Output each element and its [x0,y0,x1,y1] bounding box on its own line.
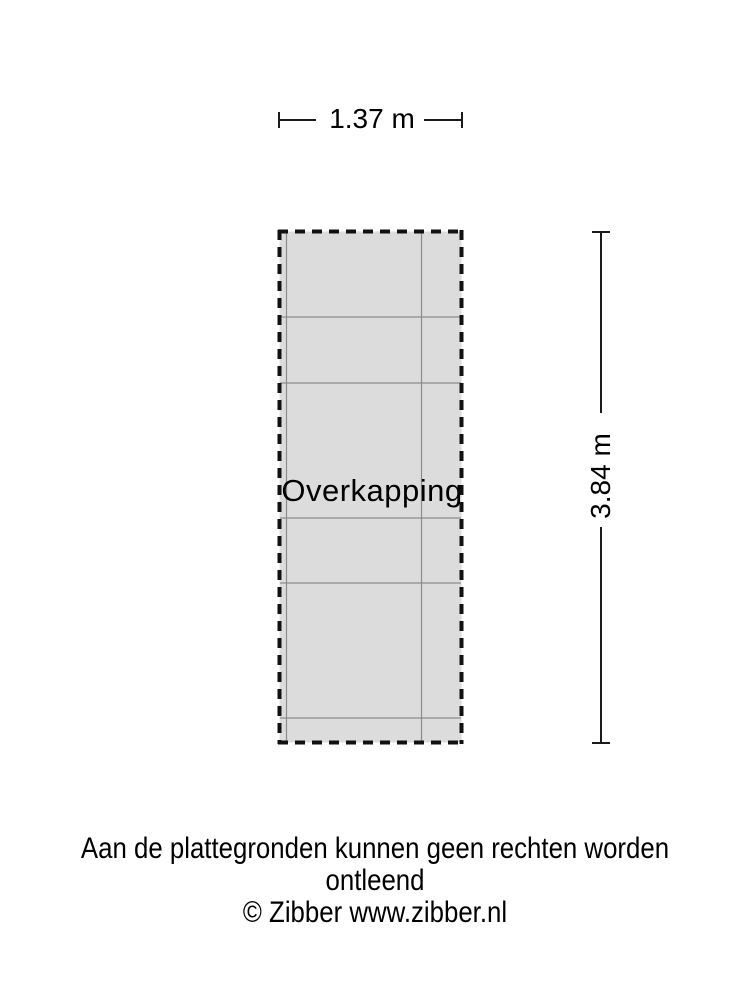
disclaimer-text: Aan de plattegronden kunnen geen rechten… [80,832,670,897]
width-dimension-label: 1.37 m [329,103,415,134]
width-dimension-line [278,112,463,128]
footer: Aan de plattegronden kunnen geen rechten… [0,833,750,929]
room-outline [277,229,464,745]
room-label: Overkapping [281,473,463,508]
height-dimension-line [592,231,610,744]
height-dimension-label: 3.84 m [585,433,616,519]
copyright-text: © Zibber www.zibber.nl [242,896,508,929]
roof-grid [280,232,461,742]
